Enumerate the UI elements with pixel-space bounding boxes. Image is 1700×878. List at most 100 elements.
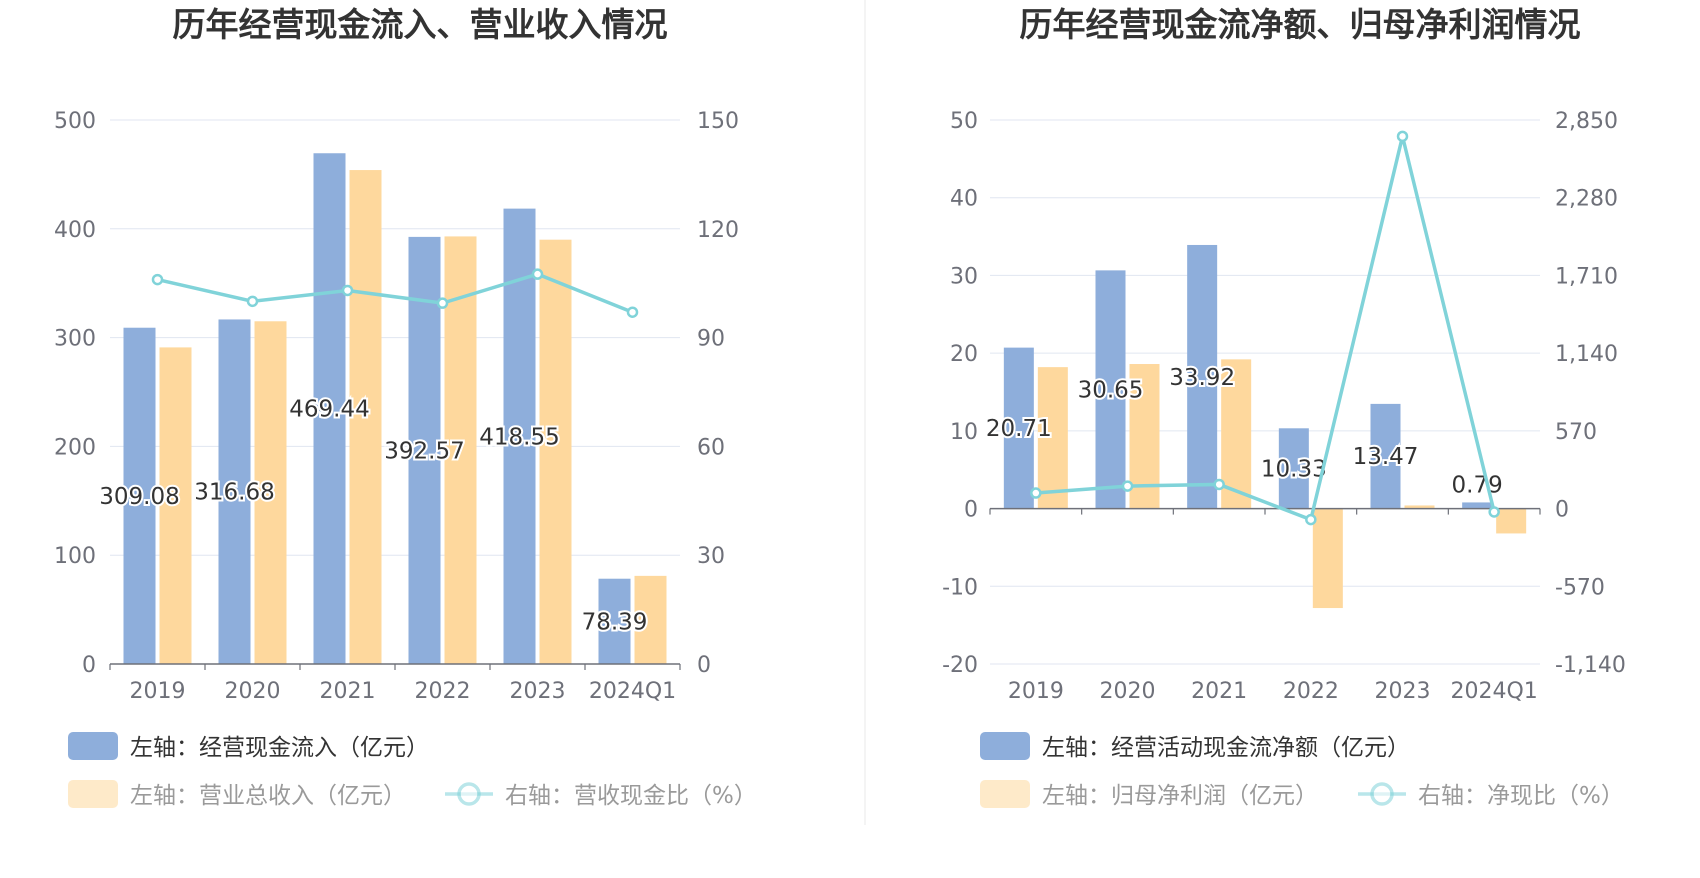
- left-axis-tick-label: 400: [54, 218, 96, 243]
- right-axis-tick-label: 150: [697, 109, 739, 134]
- x-axis-category-label: 2024Q1: [1451, 679, 1538, 704]
- bar-data-label: 418.55: [479, 424, 559, 450]
- bar-series1[interactable]: [313, 153, 346, 665]
- right-axis-tick-label: 0: [697, 653, 711, 678]
- bar-series1[interactable]: [1278, 428, 1309, 509]
- left-axis-tick-label: 20: [950, 342, 978, 367]
- left-axis-tick-label: -20: [942, 653, 978, 678]
- legend-circle-swatch: [457, 782, 481, 806]
- legend-label: 左轴：营业总收入（亿元）: [130, 783, 406, 809]
- bar-data-label: 20.71: [986, 416, 1052, 442]
- line-point[interactable]: [1121, 480, 1134, 492]
- bar-data-label: 78.39: [582, 609, 648, 635]
- bar-data-label: 392.57: [384, 438, 464, 464]
- bar-series2[interactable]: [1312, 508, 1343, 609]
- legend-label: 右轴：营收现金比（%）: [505, 783, 757, 809]
- left-axis-tick-label: 10: [950, 420, 978, 445]
- bar-data-label: 0.79: [1452, 472, 1503, 498]
- right-axis-tick-label: -1,140: [1555, 653, 1626, 678]
- right-axis-tick-label: 60: [697, 435, 725, 460]
- x-axis-category-label: 2019: [130, 679, 186, 704]
- bar-series2[interactable]: [1037, 367, 1068, 509]
- chart-1: 历年经营现金流入、营业收入情况 0 0 100 30 200 60 300 90 400 120 50…: [54, 5, 757, 809]
- right-axis-tick-label: 30: [697, 544, 725, 569]
- x-axis-category-label: 2022: [1283, 679, 1339, 704]
- bar-series2[interactable]: [1496, 508, 1527, 534]
- chart-2: 历年经营现金流净额、归母净利润情况 -20 -1,140 -10 -570 0 0 10 570…: [942, 5, 1626, 809]
- bar-data-label: 13.47: [1353, 444, 1419, 470]
- legend-item-line[interactable]: 右轴：营收现金比（%）: [445, 782, 757, 809]
- left-axis-tick-label: 100: [54, 544, 96, 569]
- bar-data-label: 309.08: [99, 484, 179, 510]
- x-axis-category-label: 2021: [1191, 679, 1247, 704]
- line-point[interactable]: [1213, 478, 1225, 491]
- bar-series2[interactable]: [254, 321, 287, 664]
- bar-series2[interactable]: [1221, 359, 1252, 509]
- line-point[interactable]: [151, 273, 164, 286]
- right-axis-tick-label: -570: [1555, 575, 1605, 600]
- left-axis-tick-label: 30: [950, 264, 978, 289]
- line-point[interactable]: [436, 297, 449, 309]
- legend-label: 左轴：经营现金流入（亿元）: [130, 735, 429, 761]
- x-axis-category-label: 2019: [1008, 679, 1064, 704]
- bar-series1[interactable]: [1003, 347, 1034, 509]
- bar-series2[interactable]: [634, 575, 667, 664]
- left-axis-tick-label: 300: [54, 327, 96, 352]
- bar-series1[interactable]: [1462, 502, 1493, 509]
- bar-series1[interactable]: [598, 578, 631, 664]
- left-axis-tick-label: 500: [54, 109, 96, 134]
- bar-series1[interactable]: [1187, 244, 1218, 509]
- right-axis-tick-label: 570: [1555, 420, 1597, 445]
- legend-item-series1[interactable]: 左轴：经营现金流入（亿元）: [68, 732, 429, 761]
- bar-data-label: 33.92: [1169, 365, 1235, 391]
- bar-series2[interactable]: [349, 170, 382, 664]
- line-point[interactable]: [531, 268, 544, 280]
- bar-data-label: 30.65: [1078, 377, 1144, 403]
- right-axis-tick-label: 90: [697, 327, 725, 352]
- bar-series1[interactable]: [123, 327, 156, 664]
- line-point[interactable]: [626, 306, 639, 318]
- right-axis-tick-label: 1,140: [1555, 342, 1618, 367]
- bar-series1[interactable]: [218, 319, 251, 664]
- legend-item-line[interactable]: 右轴：净现比（%）: [1358, 782, 1624, 809]
- line-point[interactable]: [246, 295, 259, 308]
- legend-circle-swatch: [1370, 782, 1394, 806]
- legend-label: 右轴：净现比（%）: [1418, 783, 1624, 809]
- bar-series1[interactable]: [1095, 270, 1126, 509]
- x-axis-category-label: 2023: [510, 679, 566, 704]
- legend-swatch: [980, 732, 1030, 760]
- bar-series1[interactable]: [1370, 403, 1401, 509]
- line-point[interactable]: [1305, 513, 1317, 526]
- line-point[interactable]: [341, 284, 354, 297]
- right-axis-tick-label: 1,710: [1555, 264, 1618, 289]
- chart-title: 历年经营现金流净额、归母净利润情况: [1020, 5, 1581, 44]
- legend-item-series2[interactable]: 左轴：归母净利润（亿元）: [980, 780, 1318, 809]
- left-axis-tick-label: 0: [964, 498, 978, 523]
- bar-series1[interactable]: [408, 236, 441, 664]
- right-axis-tick-label: 2,850: [1555, 109, 1618, 134]
- x-axis-category-label: 2024Q1: [589, 679, 676, 704]
- left-axis-tick-label: 0: [82, 653, 96, 678]
- line-series: [157, 272, 634, 314]
- line-point[interactable]: [1488, 506, 1500, 518]
- bar-data-label: 10.33: [1261, 456, 1327, 482]
- bar-series2[interactable]: [539, 239, 572, 664]
- legend-swatch: [68, 732, 118, 760]
- legend-item-series2[interactable]: 左轴：营业总收入（亿元）: [68, 780, 406, 809]
- line-point[interactable]: [1030, 487, 1042, 499]
- right-axis-tick-label: 120: [697, 218, 739, 243]
- x-axis-category-label: 2023: [1375, 679, 1431, 704]
- x-axis-category-label: 2020: [225, 679, 281, 704]
- legend-label: 左轴：经营活动现金流净额（亿元）: [1042, 735, 1410, 761]
- left-axis-tick-label: -10: [942, 575, 978, 600]
- line-series: [1035, 135, 1496, 522]
- bar-series2[interactable]: [444, 236, 477, 664]
- legend-item-series1[interactable]: 左轴：经营活动现金流净额（亿元）: [980, 732, 1410, 761]
- legend-swatch: [980, 780, 1030, 808]
- line-point[interactable]: [1396, 130, 1409, 143]
- left-axis-tick-label: 40: [950, 187, 978, 212]
- x-axis-category-label: 2021: [320, 679, 376, 704]
- bar-series2[interactable]: [159, 347, 192, 664]
- bar-series2[interactable]: [1404, 505, 1435, 509]
